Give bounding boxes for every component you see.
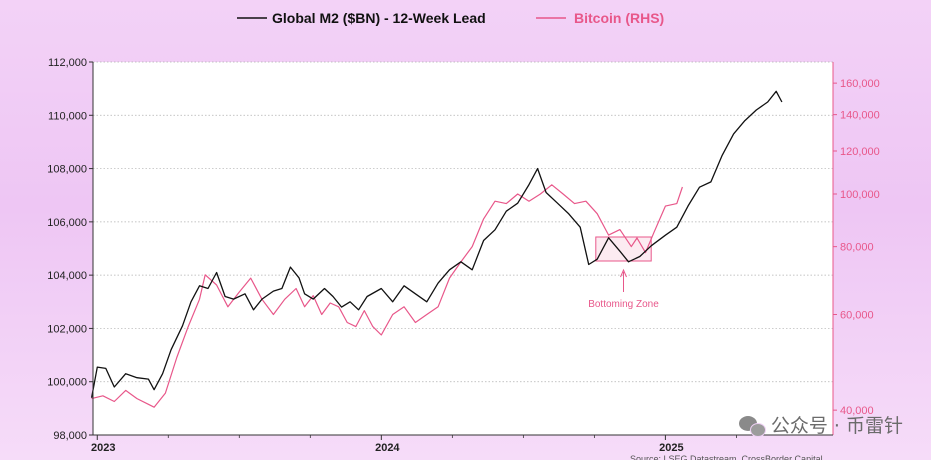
series-line-bitcoin xyxy=(91,184,683,408)
tick-label-x: 2024 xyxy=(375,442,400,454)
tick-label-left: 98,000 xyxy=(53,430,87,442)
tick-label-left: 104,000 xyxy=(47,270,87,282)
tick-label-left: 110,000 xyxy=(48,110,87,122)
tick-label-left: 106,000 xyxy=(47,217,87,229)
wechat-icon xyxy=(738,414,766,437)
tick-label-right: 40,000 xyxy=(840,405,874,417)
watermark-text: 公众号 · 币雷针 xyxy=(770,415,903,437)
watermark: 公众号 · 币雷针 xyxy=(738,411,903,438)
tick-label-right: 160,000 xyxy=(840,78,880,90)
series-group xyxy=(90,90,783,408)
tick-label-right: 100,000 xyxy=(840,189,880,201)
bottoming-zone-label: Bottoming Zone xyxy=(588,299,659,310)
axes: 98,000 100,000 102,000 104,000 106,000 108,00… xyxy=(47,57,880,454)
tick-label-left: 102,000 xyxy=(47,323,87,335)
tick-label-x: 2023 xyxy=(91,442,115,454)
plot-background xyxy=(93,62,833,435)
tick-label-right: 80,000 xyxy=(840,242,874,254)
tick-label-left: 100,000 xyxy=(47,377,87,389)
tick-label-right: 120,000 xyxy=(840,146,880,158)
tick-label-left: 112,000 xyxy=(48,57,87,69)
tick-label-right: 140,000 xyxy=(840,110,880,122)
arrow-head-icon xyxy=(620,268,627,278)
tick-label-x: 2025 xyxy=(659,442,683,454)
tick-label-left: 108,000 xyxy=(47,164,87,176)
legend-label: Bitcoin (RHS) xyxy=(574,10,664,26)
source-note: Source: LSEG Datastream, CrossBorder Cap… xyxy=(630,454,823,460)
tick-label-right: 60,000 xyxy=(840,310,874,322)
legend: Global M2 ($BN) - 12-Week Lead Bitcoin (R… xyxy=(237,10,664,26)
bottoming-zone-box xyxy=(595,236,652,262)
gridlines xyxy=(93,61,833,436)
series-line-global-m2 xyxy=(90,90,783,398)
annotation-bottoming-zone: Bottoming Zone xyxy=(588,236,659,310)
legend-label: Global M2 ($BN) - 12-Week Lead xyxy=(272,10,486,26)
